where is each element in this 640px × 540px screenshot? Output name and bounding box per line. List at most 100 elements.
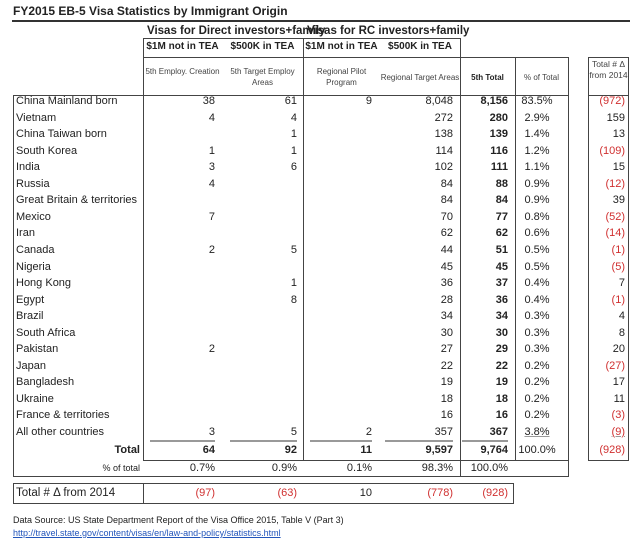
cell-c4: 62 [440,227,453,240]
delta-c3: 10 [359,487,372,499]
cell-delta: 20 [612,343,625,356]
cell-pct: 0.4% [524,293,550,306]
cell-c4: 45 [440,260,453,273]
cell-c2: 6 [290,161,297,174]
divider [515,57,516,461]
cell-c2: 5 [290,243,297,256]
cell-pct: 0.2% [524,359,550,372]
cell-delta: 39 [612,194,625,207]
subheader-regional-pilot: Regional Pilot Program [316,67,367,87]
tier-2: $500K in TEA [230,41,295,52]
cell-total: 280 [489,111,508,124]
cell-c4: 30 [440,326,453,339]
total-c3: 11 [360,444,372,456]
cell-c1: 2 [208,343,215,356]
total-delta: (928) [599,444,625,456]
group-rc: Visas for RC investors+family [307,25,470,37]
total-total: 9,764 [480,444,508,456]
cell-delta: 11 [613,392,625,405]
cell-total: 34 [495,310,508,323]
cell-total: 111 [490,161,508,174]
cell-pct: 2.9% [524,111,550,124]
cell-delta: 8 [618,326,625,339]
cell-pct: 0.3% [524,326,550,339]
divider [143,95,144,461]
cell-c4: 138 [434,128,453,141]
cell-c2: 4 [290,111,297,124]
cell-pct: 0.5% [524,260,550,273]
cell-delta: (12) [605,177,625,190]
total-c1: 64 [202,444,215,456]
cell-c1: 38 [202,95,215,107]
country-name: South Korea [16,144,78,157]
subheader-5th-total: 5th Total [471,73,504,82]
cell-c4: 114 [435,144,453,157]
cell-c2: 1 [290,277,297,290]
cell-total: 45 [495,260,508,273]
cell-c4: 8,048 [425,95,453,107]
cell-c1: 2 [208,243,215,256]
cell-c4: 102 [434,161,453,174]
cell-total: 18 [495,392,508,405]
group-direct: Visas for Direct investors+family [147,25,326,37]
cell-total: 51 [495,243,508,256]
subheader-pct-total: % of Total [524,73,559,82]
cell-c4: 27 [440,343,453,356]
country-name: All other countries [16,426,105,438]
cell-total: 16 [495,409,508,422]
cell-c4: 84 [440,194,453,207]
cell-delta: 7 [618,277,625,290]
cell-total: 37 [495,277,508,290]
cell-c4: 357 [385,424,453,442]
cell-delta: 4 [618,310,625,323]
cell-total: 8,156 [480,95,508,107]
cell-pct: 3.8% [524,426,550,438]
delta-summary-box [13,483,514,504]
cell-pct: 0.9% [524,177,550,190]
country-name: Bangladesh [16,376,75,389]
total-c4: 9,597 [425,444,453,456]
pct-c1: 0.7% [189,462,215,474]
subheader-regional-target: Regional Target Areas [380,73,460,82]
delta-header: Total # Δ from 2014 [589,59,628,80]
cell-delta: (9) [611,426,625,438]
cell-pct: 0.9% [524,194,550,207]
divider [143,460,569,461]
pct-total: 100.0% [470,462,508,474]
cell-c1: 3 [150,424,215,442]
cell-total: 116 [490,144,508,157]
cell-c4: 19 [440,376,453,389]
cell-c1: 3 [208,161,215,174]
delta-c2: (63) [277,487,297,499]
cell-delta: (5) [611,260,625,273]
country-name: Great Britain & territories [16,194,138,207]
country-name: Nigeria [16,260,51,273]
total-pct: 100.0% [518,444,556,456]
cell-delta: 15 [612,161,625,174]
source-link[interactable]: http://travel.state.gov/content/visas/en… [13,528,281,538]
cell-c2: 1 [290,128,297,141]
country-name: China Mainland born [16,95,118,107]
cell-pct: 0.2% [524,392,550,405]
cell-pct: 0.3% [524,343,550,356]
country-name: Japan [16,359,46,372]
country-name: Mexico [16,210,51,223]
cell-total: 77 [495,210,508,223]
source-note: Data Source: US State Department Report … [13,515,344,525]
cell-delta: (14) [605,227,625,240]
subheader-employ-creation: 5th Employ. Creation [145,67,220,76]
cell-c1: 4 [208,177,215,190]
tier-4: $500K in TEA [388,41,452,52]
main-table [13,95,569,477]
cell-total: 29 [495,343,508,356]
title-rule [12,20,630,22]
country-name: Russia [16,177,50,190]
cell-total: 62 [495,227,508,240]
pct-c4: 98.3% [421,462,453,474]
cell-c2: 1 [290,144,297,157]
tier-1: $1M not in TEA [146,41,219,52]
cell-c2: 5 [230,424,297,442]
country-name: South Africa [16,326,76,339]
total-c2: 92 [284,444,297,456]
